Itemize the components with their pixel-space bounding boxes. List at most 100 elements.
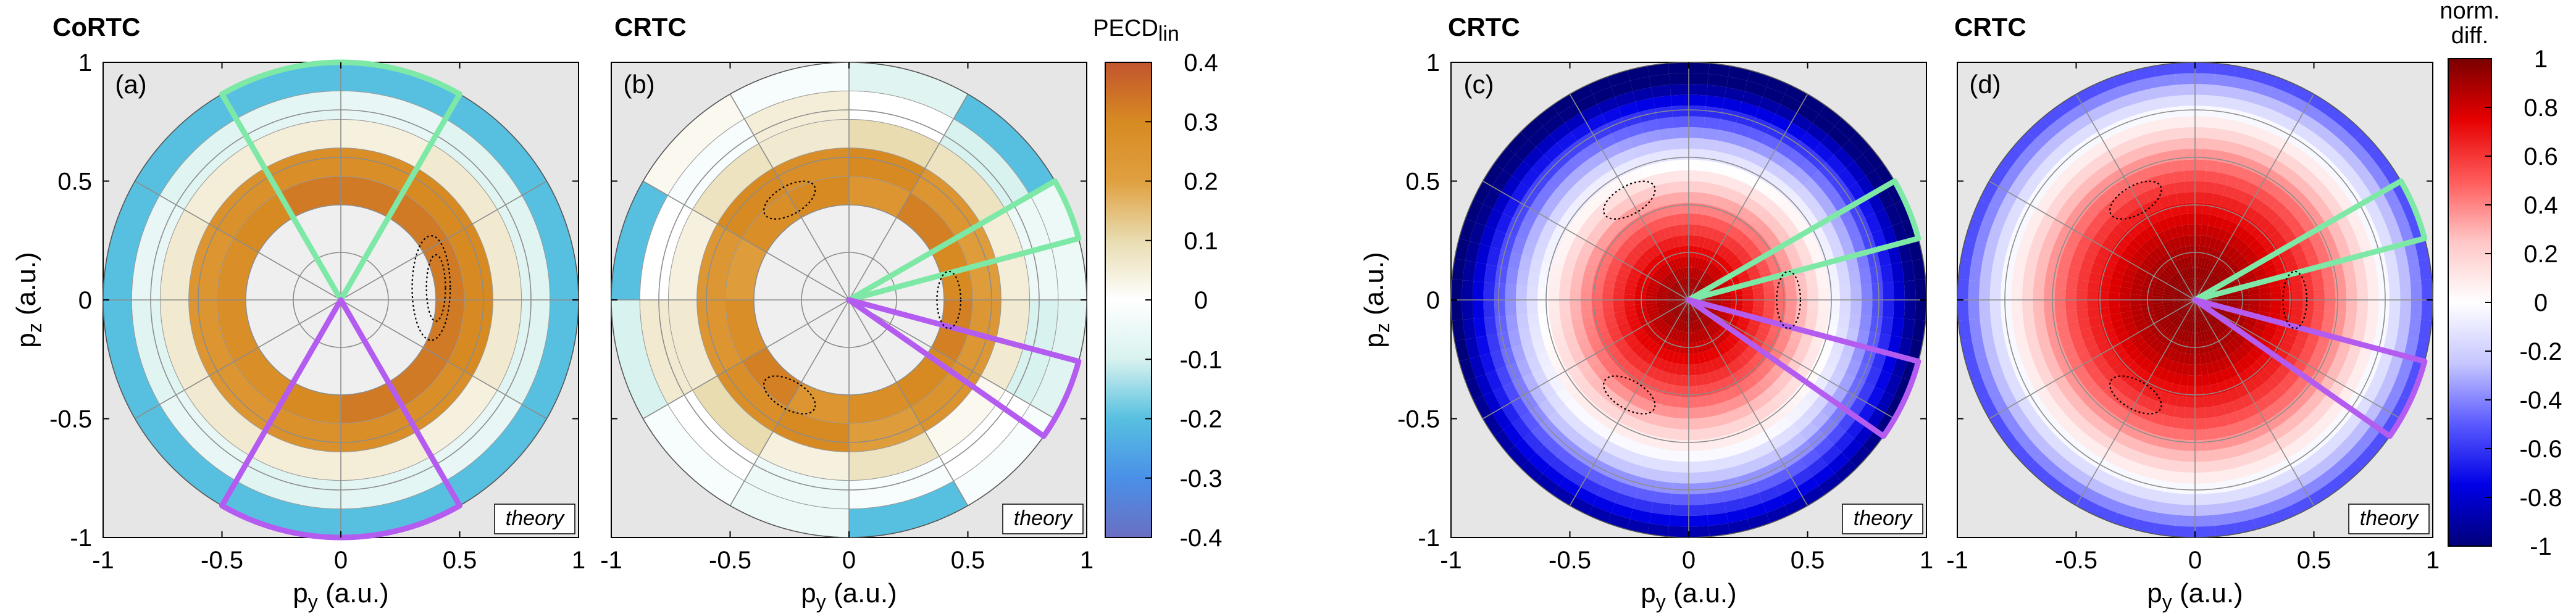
heatmap-cell bbox=[1618, 244, 1631, 257]
heatmap-cell bbox=[2198, 280, 2204, 291]
heatmap-cell bbox=[2286, 217, 2302, 232]
heatmap-cell bbox=[2195, 116, 2211, 128]
heatmap-cell bbox=[1711, 241, 1721, 254]
heatmap-cell bbox=[2148, 322, 2160, 331]
heatmap-cell bbox=[1707, 251, 1716, 263]
heatmap-cell bbox=[2228, 487, 2249, 502]
heatmap-cell bbox=[1539, 418, 1559, 438]
heatmap-cell bbox=[1486, 246, 1501, 267]
heatmap-cell bbox=[1515, 438, 1536, 460]
heatmap-cell bbox=[1691, 278, 1695, 290]
heatmap-cell bbox=[2119, 162, 2136, 178]
heatmap-cell bbox=[1539, 162, 1559, 182]
heatmap-cell bbox=[2044, 300, 2055, 313]
heatmap-cell bbox=[1495, 366, 1513, 387]
heatmap-cell bbox=[2018, 202, 2036, 223]
heatmap-cell bbox=[1623, 256, 1636, 268]
heatmap-cell bbox=[2269, 399, 2286, 415]
heatmap-cell bbox=[2064, 370, 2080, 387]
heatmap-cell bbox=[1732, 229, 1744, 243]
heatmap-cell bbox=[1694, 309, 1702, 319]
heatmap-cell bbox=[2174, 273, 2183, 284]
heatmap-cell bbox=[2110, 313, 2122, 323]
heatmap-cell bbox=[2176, 84, 2195, 96]
heatmap-cell bbox=[2147, 421, 2162, 436]
heatmap-cell bbox=[1526, 286, 1538, 300]
heatmap-cell bbox=[1571, 122, 1592, 141]
heatmap-cell bbox=[1673, 214, 1683, 226]
heatmap-cell bbox=[2217, 335, 2227, 347]
heatmap-cell bbox=[2269, 230, 2284, 244]
heatmap-cell bbox=[1645, 234, 1657, 247]
grid-spoke bbox=[848, 94, 969, 301]
heatmap-cell bbox=[1676, 281, 1684, 291]
heatmap-cell bbox=[2132, 220, 2146, 234]
heatmap-cell bbox=[2176, 305, 2186, 313]
heatmap-cell bbox=[1689, 396, 1699, 408]
heatmap-cell bbox=[2044, 181, 2063, 201]
heatmap-cell bbox=[2208, 138, 2223, 151]
heatmap-cell bbox=[2221, 446, 2237, 460]
heatmap-cell bbox=[1651, 244, 1662, 256]
heatmap-cell bbox=[1655, 480, 1673, 494]
x-tick-label: 0 bbox=[1682, 547, 1696, 574]
heatmap-cell bbox=[2186, 202, 2195, 214]
heatmap-cell bbox=[2270, 300, 2281, 308]
heatmap-cell bbox=[2097, 341, 2111, 354]
heatmap-cell bbox=[1758, 97, 1780, 114]
heatmap-cell bbox=[1516, 300, 1528, 315]
heatmap-cell bbox=[1998, 170, 2018, 192]
heatmap-cell bbox=[2234, 314, 2246, 323]
heatmap-cell bbox=[2204, 270, 2212, 281]
heatmap-cell bbox=[1673, 116, 1689, 128]
heatmap-cell bbox=[2319, 465, 2341, 486]
heatmap-cell bbox=[2341, 226, 2358, 245]
heatmap-cell bbox=[1686, 267, 1689, 279]
heatmap-cell bbox=[1591, 223, 1606, 238]
heatmap-cell bbox=[1775, 477, 1797, 496]
heatmap-cell bbox=[1732, 357, 1744, 371]
heatmap-cell bbox=[2118, 217, 2133, 231]
heatmap-cell bbox=[2163, 359, 2173, 371]
heatmap-cell bbox=[2134, 233, 2147, 247]
heatmap-cell bbox=[2209, 315, 2218, 325]
heatmap-cell bbox=[1605, 391, 1621, 407]
colorbar-tick-label: 0.3 bbox=[1184, 109, 1218, 136]
heatmap-cell bbox=[2312, 277, 2325, 290]
heatmap-cell bbox=[2125, 483, 2145, 499]
heatmap-cell bbox=[1462, 300, 1474, 320]
heatmap-cell bbox=[1704, 276, 1714, 286]
heatmap-cell bbox=[2184, 280, 2191, 291]
heatmap-cell bbox=[1518, 328, 1533, 345]
heatmap-cell bbox=[1729, 178, 1744, 193]
heatmap-cell bbox=[2000, 147, 2022, 170]
heatmap-cell bbox=[1671, 493, 1689, 505]
heatmap-cell bbox=[1788, 149, 1807, 168]
heatmap-cell bbox=[2179, 116, 2195, 128]
heatmap-cell bbox=[2248, 304, 2260, 312]
heatmap-cell bbox=[1802, 94, 1825, 114]
heatmap-cell bbox=[1813, 189, 1831, 207]
heatmap-cell bbox=[2265, 343, 2280, 356]
heatmap-cell bbox=[1591, 458, 1612, 476]
heatmap-cell bbox=[2195, 214, 2203, 225]
heatmap-cell bbox=[1653, 272, 1664, 281]
heatmap-cell bbox=[1605, 362, 1620, 376]
heatmap-cell bbox=[2181, 450, 2195, 462]
heatmap-cell bbox=[1668, 515, 1689, 527]
heatmap-cell bbox=[1662, 279, 1673, 288]
heatmap-cell bbox=[1762, 496, 1785, 513]
heatmap-cell bbox=[2147, 164, 2162, 178]
heatmap-cell bbox=[2235, 407, 2250, 422]
heatmap-cell bbox=[1704, 313, 1714, 323]
heatmap-cell bbox=[1709, 267, 1720, 277]
heatmap-cell bbox=[1702, 315, 1712, 325]
heatmap-cell bbox=[2003, 249, 2018, 268]
heatmap-cell bbox=[1613, 300, 1625, 307]
heatmap-cell bbox=[1689, 73, 1709, 85]
heatmap-cell bbox=[1705, 262, 1714, 273]
heatmap-cell bbox=[1797, 103, 1819, 123]
heatmap-cell bbox=[2327, 134, 2348, 155]
heatmap-cell bbox=[2103, 449, 2122, 467]
theory-tag-box bbox=[1002, 504, 1084, 534]
